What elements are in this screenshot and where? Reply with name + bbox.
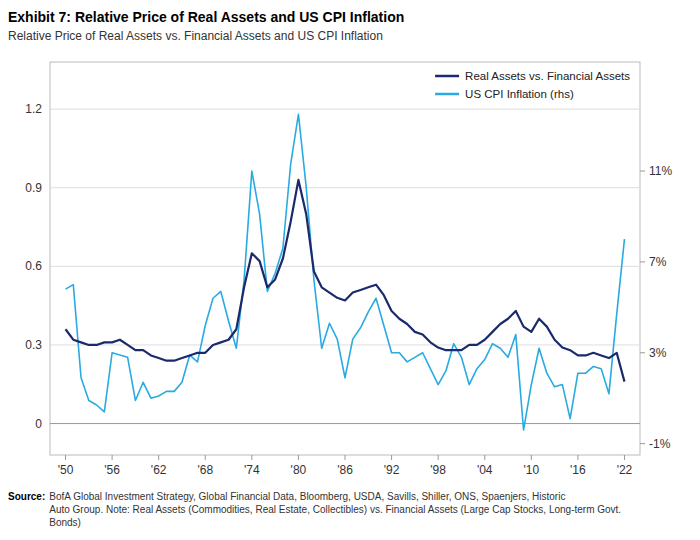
series-line	[66, 114, 625, 430]
x-tick	[531, 455, 532, 460]
legend-swatch	[435, 93, 459, 96]
grid-line	[50, 109, 640, 110]
chart: Exhibit 7: Relative Price of Real Assets…	[0, 0, 700, 540]
legend-label: Real Assets vs. Financial Assets	[465, 70, 630, 82]
y2-tick	[640, 261, 645, 262]
y-tick-label: 1.2	[25, 102, 42, 116]
y2-tick-label: 3%	[649, 346, 667, 360]
legend: Real Assets vs. Financial Assets US CPI I…	[435, 70, 630, 100]
lines	[66, 114, 625, 430]
x-tick	[577, 455, 578, 460]
x-tick-label: '80	[291, 463, 307, 477]
grid-line	[50, 344, 640, 345]
x-tick-label: '62	[151, 463, 167, 477]
source-label: Source:	[8, 491, 45, 502]
x-tick	[624, 455, 625, 460]
x-tick	[251, 455, 252, 460]
x-tick	[484, 455, 485, 460]
grid-line	[50, 266, 640, 267]
y-tick-label: 0.3	[25, 338, 42, 352]
x-tick	[112, 455, 113, 460]
series-line	[66, 180, 625, 382]
y2-tick	[640, 352, 645, 353]
grid-line	[50, 187, 640, 188]
x-tick-label: '92	[384, 463, 400, 477]
y-tick-label: 0.9	[25, 181, 42, 195]
x-tick	[65, 455, 66, 460]
x-tick-label: '22	[617, 463, 633, 477]
x-tick	[438, 455, 439, 460]
x-tick-label: '86	[337, 463, 353, 477]
x-tick-label: '68	[197, 463, 213, 477]
x-tick-label: '16	[570, 463, 586, 477]
x-tick-label: '56	[104, 463, 120, 477]
y-tick-label: 0.6	[25, 259, 42, 273]
y-tick-label: 0	[35, 417, 42, 431]
y2-tick-label: 7%	[649, 255, 667, 269]
legend-label: US CPI Inflation (rhs)	[465, 88, 574, 100]
x-tick	[298, 455, 299, 460]
x-tick	[345, 455, 346, 460]
y2-tick-label: -1%	[649, 437, 671, 451]
x-tick-label: '50	[58, 463, 74, 477]
title: Exhibit 7: Relative Price of Real Assets…	[8, 9, 404, 25]
legend-swatch	[435, 75, 459, 78]
x-tick	[158, 455, 159, 460]
source: BofA Global Investment Strategy, Global …	[49, 491, 621, 528]
source-line: BofA Global Investment Strategy, Global …	[49, 491, 565, 502]
x-tick-label: '98	[430, 463, 446, 477]
source-line: Auto Group. Note: Real Assets (Commoditi…	[49, 504, 621, 515]
x-tick-label: '04	[477, 463, 493, 477]
grid-line	[50, 423, 640, 424]
source-line: Bonds)	[49, 517, 81, 528]
y2-tick	[640, 443, 645, 444]
x-tick	[391, 455, 392, 460]
plot-frame	[50, 62, 640, 455]
x-tick-label: '74	[244, 463, 260, 477]
y2-tick-label: 11%	[649, 164, 672, 178]
x-tick-label: '10	[523, 463, 539, 477]
y2-tick	[640, 171, 645, 172]
x-tick	[205, 455, 206, 460]
subtitle: Relative Price of Real Assets vs. Financ…	[8, 29, 383, 43]
